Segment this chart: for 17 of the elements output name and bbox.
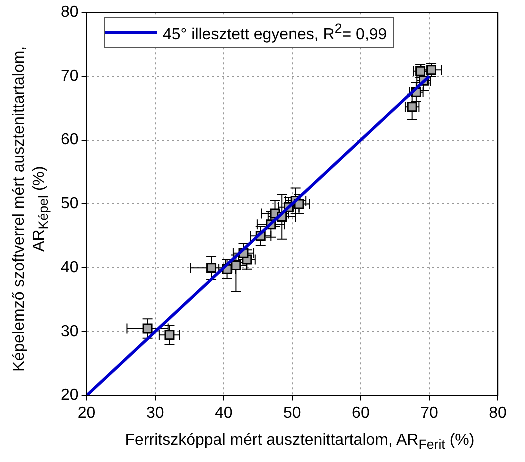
y-tick-label: 80: [61, 4, 79, 22]
point: [407, 102, 418, 112]
y-tick-label: 70: [61, 68, 79, 85]
legend-label: 45° illesztett egyenes, R$^{2}$= 0,99: [163, 21, 388, 44]
y-tick-label: 60: [61, 132, 79, 149]
y-tick-label: 50: [61, 196, 79, 213]
x-axis-title: Ferritszkóppal mért ausztenittartalom, AR$_{Ferit}$ (%): [124, 432, 476, 452]
x-tick-label: 40: [214, 404, 233, 422]
x-tick-label: 30: [146, 404, 164, 422]
y-tick-label: 40: [61, 259, 79, 276]
x-tick-label: 70: [420, 404, 438, 422]
x-tick-label: 20: [78, 404, 96, 422]
y-tick-label: 30: [61, 323, 79, 340]
x-tick-label: 80: [489, 404, 507, 422]
x-tick-label: 50: [284, 404, 302, 422]
y-tick-label: 20: [61, 387, 79, 404]
x-tick-label: 60: [352, 404, 370, 422]
